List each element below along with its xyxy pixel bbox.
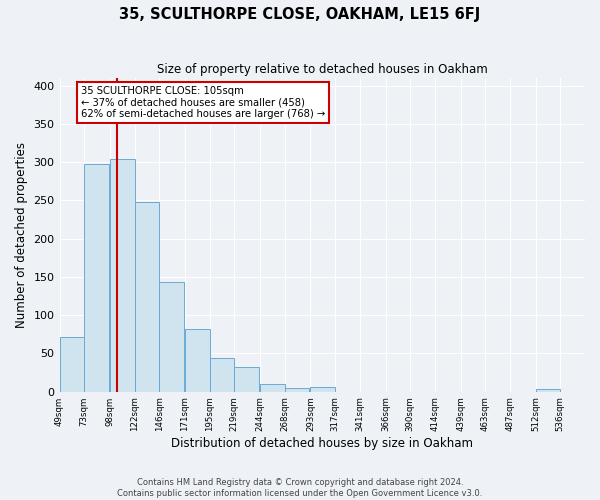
Bar bbox=[110, 159, 134, 392]
Bar bbox=[235, 367, 259, 392]
Bar bbox=[134, 202, 159, 392]
X-axis label: Distribution of detached houses by size in Oakham: Distribution of detached houses by size … bbox=[171, 437, 473, 450]
Bar bbox=[159, 282, 184, 392]
Bar bbox=[310, 387, 335, 392]
Bar bbox=[59, 336, 84, 392]
Bar bbox=[536, 390, 560, 392]
Bar bbox=[185, 329, 209, 392]
Title: Size of property relative to detached houses in Oakham: Size of property relative to detached ho… bbox=[157, 62, 488, 76]
Y-axis label: Number of detached properties: Number of detached properties bbox=[15, 142, 28, 328]
Bar bbox=[209, 358, 235, 392]
Text: 35, SCULTHORPE CLOSE, OAKHAM, LE15 6FJ: 35, SCULTHORPE CLOSE, OAKHAM, LE15 6FJ bbox=[119, 8, 481, 22]
Bar bbox=[260, 384, 285, 392]
Bar bbox=[84, 164, 109, 392]
Text: 35 SCULTHORPE CLOSE: 105sqm
← 37% of detached houses are smaller (458)
62% of se: 35 SCULTHORPE CLOSE: 105sqm ← 37% of det… bbox=[80, 86, 325, 119]
Text: Contains HM Land Registry data © Crown copyright and database right 2024.
Contai: Contains HM Land Registry data © Crown c… bbox=[118, 478, 482, 498]
Bar bbox=[285, 388, 310, 392]
